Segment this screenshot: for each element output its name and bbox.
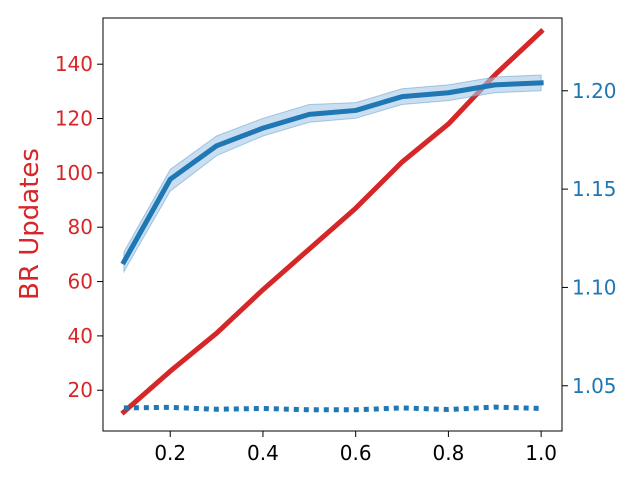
y-axis-right: 1.05 1.10 1.15 1.20 (562, 79, 617, 398)
y-tick-label-left: 40 (68, 324, 93, 348)
y-tick-label-right: 1.05 (572, 374, 617, 398)
series-0-line (120, 28, 545, 416)
x-tick-label: 0.4 (247, 441, 279, 465)
y-tick-label-right: 1.15 (572, 177, 617, 201)
x-axis: 0.2 0.4 0.6 0.8 1.0 (154, 431, 557, 465)
x-tick-label: 1.0 (525, 441, 557, 465)
x-tick-label: 0.2 (154, 441, 186, 465)
plot-frame (102, 17, 563, 432)
plot-series (120, 28, 545, 416)
y-tick-label-left: 140 (55, 52, 93, 76)
y-tick-label-left: 20 (68, 378, 93, 402)
y-tick-label-left: 60 (68, 270, 93, 294)
y-tick-label-right: 1.20 (572, 79, 617, 103)
x-tick-label: 0.8 (433, 441, 465, 465)
y-axis-left: 20 40 60 80 100 120 140 (55, 52, 103, 402)
y-tick-label-left: 100 (55, 161, 93, 185)
y-tick-label-left: 80 (68, 215, 93, 239)
x-tick-label: 0.6 (340, 441, 372, 465)
series-1-line (120, 80, 544, 266)
y-tick-label-left: 120 (55, 107, 93, 131)
y-tick-label-right: 1.10 (572, 275, 617, 299)
y-axis-title: BR Updates (15, 148, 45, 300)
